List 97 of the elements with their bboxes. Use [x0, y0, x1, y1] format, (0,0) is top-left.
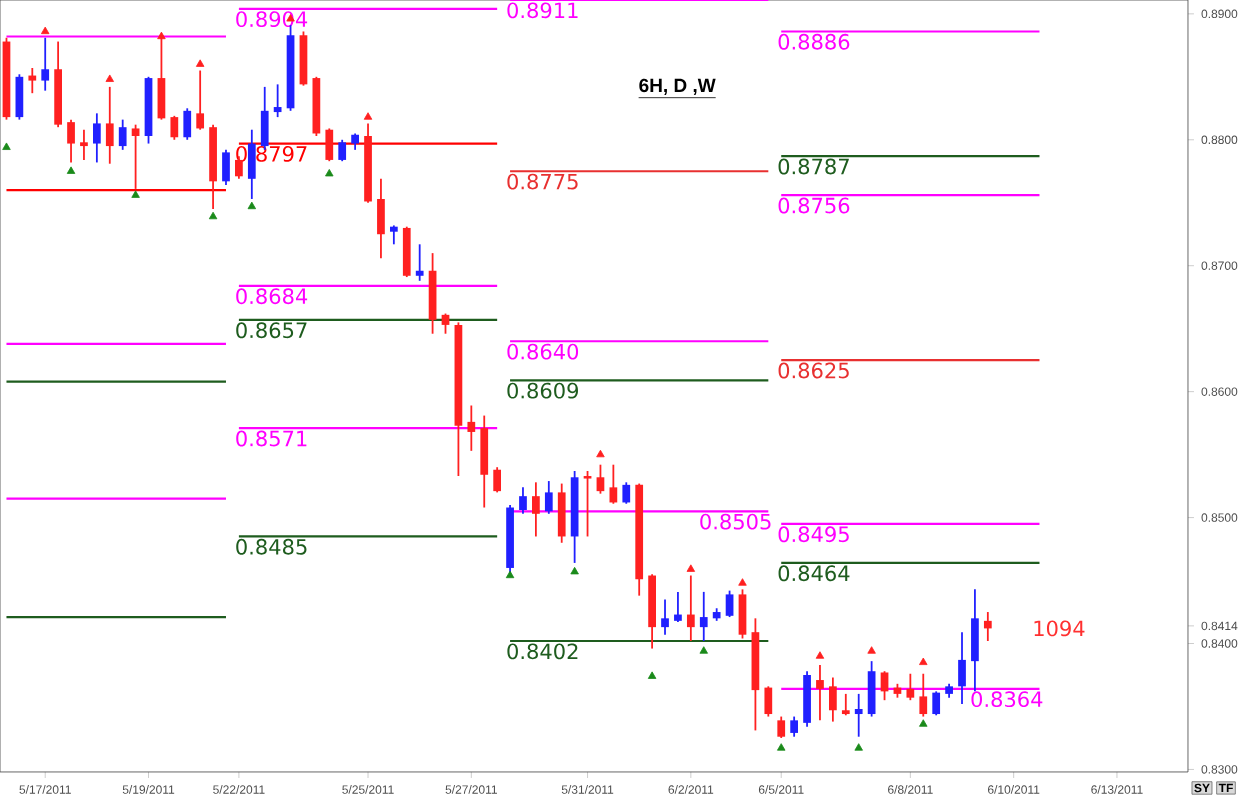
- point: [596, 449, 605, 458]
- point: [777, 743, 786, 751]
- candlestick: [170, 114, 179, 141]
- point: [919, 719, 928, 727]
- point: [247, 201, 257, 210]
- point: [105, 74, 114, 82]
- data-label: 0.8464: [778, 565, 850, 582]
- candlestick: [338, 138, 347, 163]
- candlestick: [519, 486, 527, 515]
- data-label: 0.8657: [236, 322, 307, 339]
- candlestick: [816, 664, 824, 722]
- candlestick: [686, 574, 695, 642]
- candlestick: [622, 481, 631, 505]
- point: [738, 578, 747, 586]
- candlestick: [441, 312, 450, 335]
- data-label: 0.8640: [507, 343, 579, 360]
- point: [815, 651, 825, 659]
- candlestick: [131, 123, 140, 190]
- candlestick: [880, 670, 889, 702]
- data-label: 0.8485: [236, 538, 307, 555]
- candlestick: [105, 85, 114, 165]
- candlestick: [80, 128, 88, 161]
- point: [2, 142, 11, 150]
- candlestick: [222, 148, 230, 187]
- candlestick: [971, 588, 979, 693]
- candlestick: [790, 715, 799, 738]
- candlestick: [544, 480, 553, 515]
- candlestick: [932, 690, 941, 717]
- candlestick: [15, 73, 24, 121]
- candlestick: [764, 685, 773, 718]
- point: [919, 657, 928, 666]
- point: [686, 564, 696, 572]
- candlestick: [609, 463, 618, 505]
- candlestick: [725, 589, 734, 618]
- point: [131, 190, 140, 198]
- data-label: 0.8904: [236, 11, 308, 28]
- candlestick: [867, 660, 876, 718]
- point: [867, 646, 876, 654]
- data-label: 0.8756: [778, 197, 850, 214]
- candlestick: [402, 225, 411, 278]
- candlestick: [596, 463, 605, 495]
- point: [570, 566, 579, 575]
- point: [208, 211, 218, 220]
- data-label: 0.8886: [778, 33, 850, 50]
- candlestick: [803, 670, 811, 728]
- candlestick: [829, 676, 837, 723]
- point: [41, 26, 50, 35]
- candlestick: [196, 69, 205, 131]
- data-label: 0.8787: [778, 158, 849, 175]
- data-label: 0.8684: [236, 288, 308, 305]
- candlestick: [183, 107, 192, 141]
- candlestick: [906, 672, 915, 702]
- candlestick: [557, 482, 566, 544]
- data-label: 0.8571: [236, 430, 307, 447]
- point: [647, 671, 657, 679]
- point: [699, 646, 708, 654]
- candlestick: [674, 590, 682, 624]
- data-label: 0.8364: [971, 691, 1043, 708]
- candlestick: [841, 692, 850, 717]
- candlestick: [493, 466, 502, 494]
- candlestick: [41, 36, 50, 92]
- text: 6H, D ,W: [639, 78, 716, 95]
- candlestick: [661, 598, 669, 636]
- data-label: 0.8609: [507, 382, 578, 399]
- data-label: 0.8911: [507, 2, 578, 19]
- point: [325, 168, 334, 177]
- data-label: 0.8775: [507, 173, 578, 190]
- point: [505, 570, 515, 579]
- data-label: 0.8625: [778, 362, 849, 379]
- candlestick: [583, 470, 592, 538]
- point: [195, 59, 205, 67]
- candlestick: [983, 611, 992, 642]
- point: [157, 31, 166, 40]
- candlestick: [67, 118, 75, 164]
- candlestick: [919, 672, 928, 718]
- candlestick: [532, 481, 540, 538]
- candlestick: [777, 715, 786, 739]
- point: [363, 112, 373, 120]
- candlestick: [699, 590, 708, 642]
- point: [66, 166, 76, 174]
- candlestick: [958, 631, 966, 705]
- candlestick: [118, 118, 127, 151]
- annotation: 1094: [1034, 620, 1085, 637]
- candlestick: [854, 692, 863, 738]
- candlestick: [467, 404, 476, 452]
- point: [854, 743, 863, 751]
- candlestick: [28, 67, 37, 95]
- data-label: 0.8495: [778, 526, 849, 543]
- data-label: 0.8402: [507, 643, 578, 660]
- candlestick: [377, 177, 385, 260]
- candlestick: [480, 414, 489, 509]
- candlestick: [92, 112, 101, 164]
- candlestick: [415, 243, 424, 282]
- candlestick: [325, 127, 334, 163]
- candlestick: [273, 83, 282, 119]
- data-label: 0.8505: [700, 513, 771, 530]
- candlestick: [389, 224, 398, 246]
